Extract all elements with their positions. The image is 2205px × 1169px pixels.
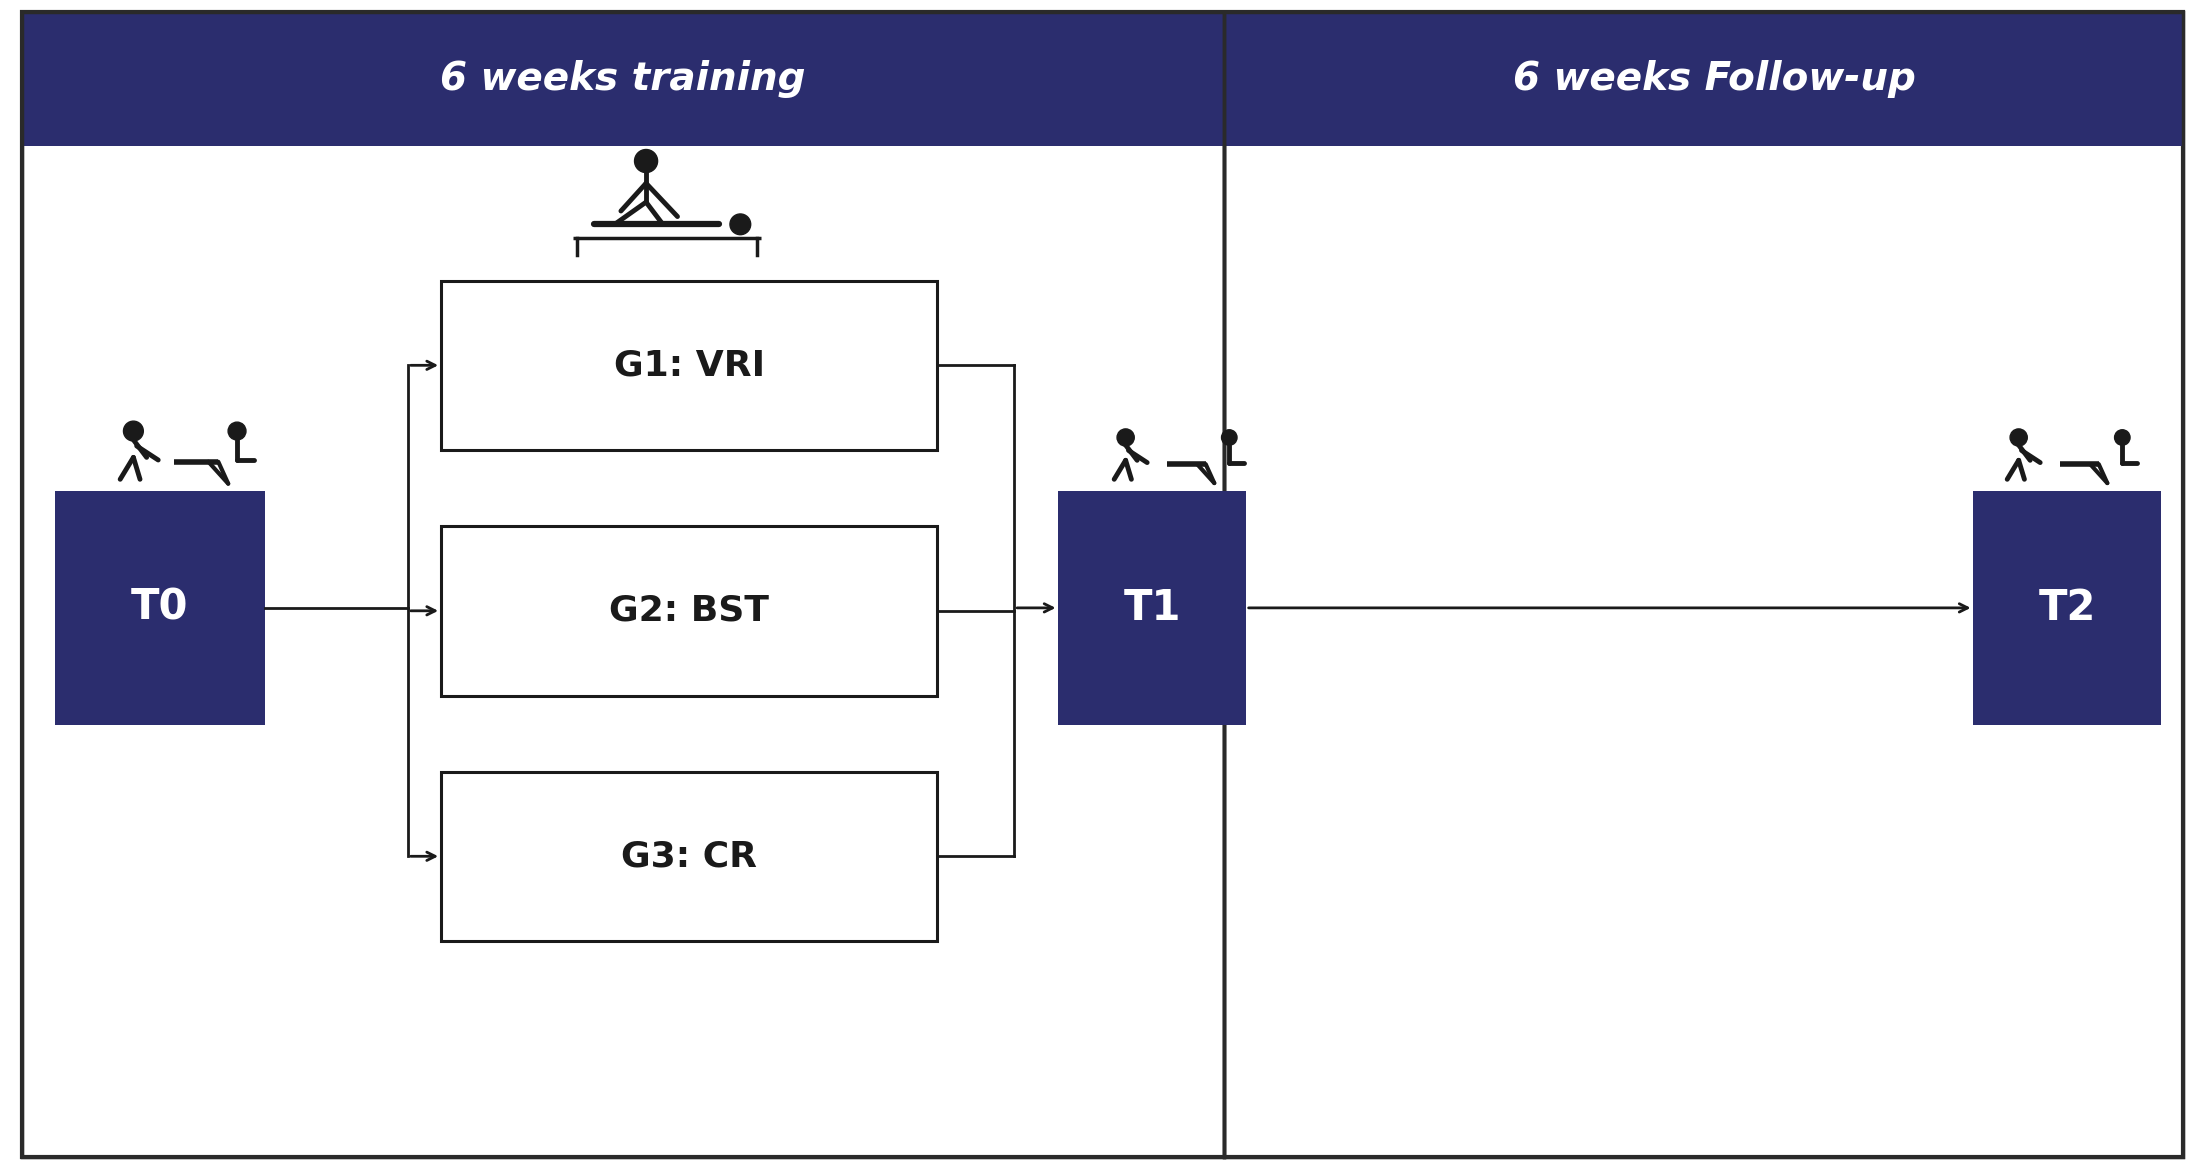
Text: G2: BST: G2: BST [609, 594, 770, 628]
Ellipse shape [2115, 430, 2130, 445]
Ellipse shape [1222, 430, 1237, 445]
Text: T0: T0 [130, 587, 190, 629]
Ellipse shape [227, 422, 247, 440]
Ellipse shape [635, 150, 657, 173]
FancyBboxPatch shape [1058, 491, 1246, 725]
Text: G1: VRI: G1: VRI [613, 348, 765, 382]
Ellipse shape [2011, 429, 2026, 447]
FancyBboxPatch shape [1224, 12, 2183, 146]
Text: G3: CR: G3: CR [622, 839, 756, 873]
Ellipse shape [123, 421, 143, 441]
Ellipse shape [730, 214, 750, 235]
Text: 6 weeks Follow-up: 6 weeks Follow-up [1513, 60, 1916, 98]
FancyBboxPatch shape [22, 12, 2183, 1157]
FancyBboxPatch shape [1973, 491, 2161, 725]
FancyBboxPatch shape [441, 526, 937, 696]
Text: T1: T1 [1122, 587, 1182, 629]
FancyBboxPatch shape [441, 772, 937, 941]
FancyBboxPatch shape [22, 12, 1224, 146]
Text: T2: T2 [2037, 587, 2097, 629]
Ellipse shape [1118, 429, 1133, 447]
Text: 6 weeks training: 6 weeks training [441, 60, 805, 98]
FancyBboxPatch shape [441, 281, 937, 450]
FancyBboxPatch shape [55, 491, 265, 725]
